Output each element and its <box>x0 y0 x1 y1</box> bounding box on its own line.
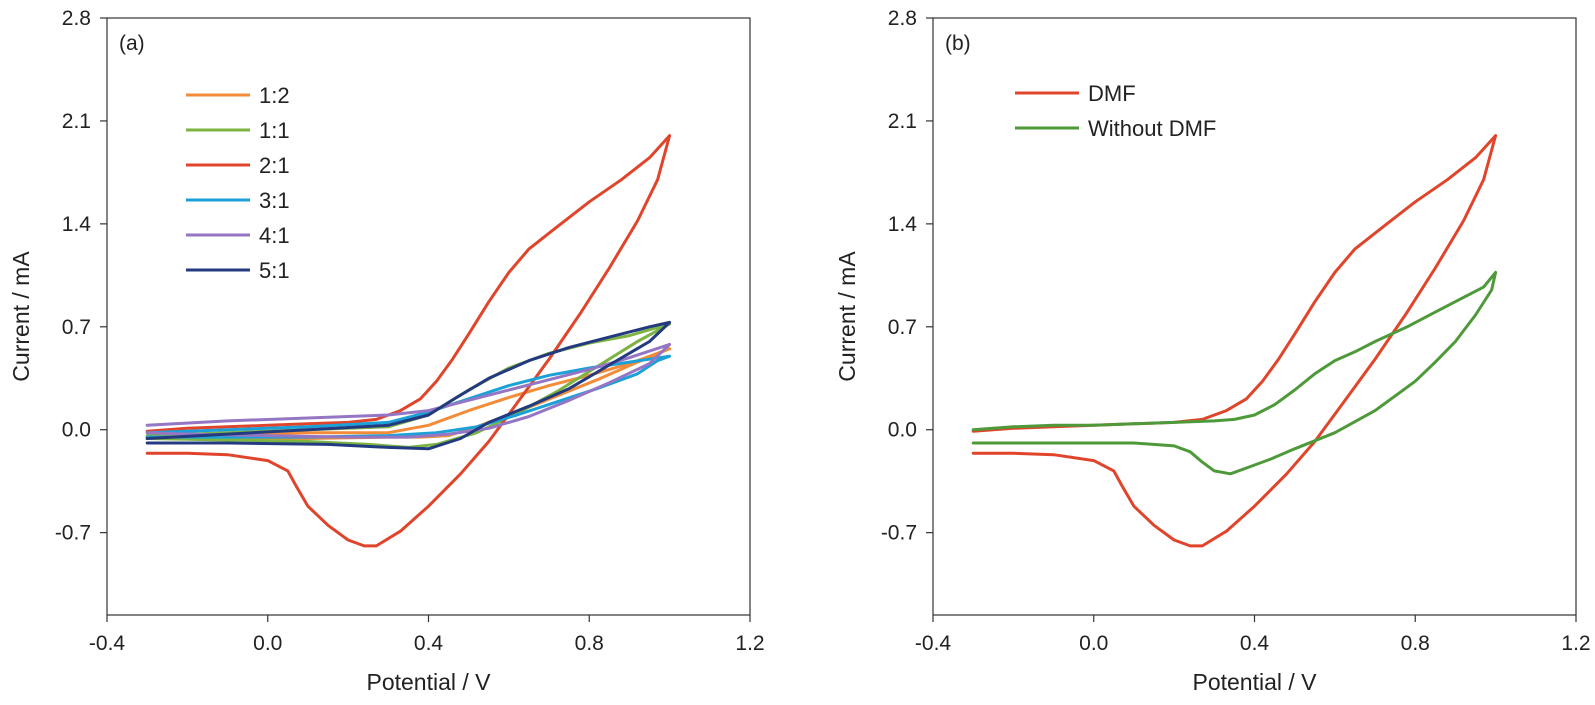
legend: 1:2 1:1 2:1 3:1 4:1 5:1 <box>186 83 290 283</box>
chart-panel-2: -0.4 0.0 0.4 0.8 1.2 -0.7 0.0 0.7 1.4 2.1 2.8 Poten… <box>834 7 1591 695</box>
series-line-4-1 <box>145 342 672 439</box>
x-tick-label: -0.4 <box>89 632 126 655</box>
x-tick-label: 0.8 <box>575 632 604 655</box>
x-tick-label: 0.0 <box>253 632 282 655</box>
legend-label: 1:1 <box>259 118 290 143</box>
y-tick-label: 0.7 <box>62 316 91 339</box>
legend-label: DMF <box>1088 81 1136 106</box>
y-tick-label: 1.4 <box>62 213 92 236</box>
x-tick-label: 0.8 <box>1401 632 1430 655</box>
y-tick-label: -0.7 <box>55 522 91 545</box>
legend-label: 4:1 <box>259 223 290 248</box>
x-tick-label: -0.4 <box>915 632 952 655</box>
series-line-without-dmf <box>971 270 1498 476</box>
y-tick-label: 0.7 <box>888 316 917 339</box>
y-tick-label: 2.1 <box>62 110 91 133</box>
x-tick-label: 1.2 <box>1561 632 1590 655</box>
x-tick-label: 1.2 <box>735 632 764 655</box>
legend-label: 1:2 <box>259 83 290 108</box>
legend-label: 2:1 <box>259 153 290 178</box>
x-tick-label: 0.0 <box>1079 632 1108 655</box>
legend-label: 3:1 <box>259 188 290 213</box>
y-axis-title: Current / mA <box>834 251 860 382</box>
y-axis-title: Current / mA <box>8 251 34 382</box>
legend-label: 5:1 <box>259 258 290 283</box>
y-tick-label: 2.8 <box>888 7 917 30</box>
y-tick-label: 2.1 <box>888 110 917 133</box>
y-tick-label: 2.8 <box>62 7 91 30</box>
y-tick-label: 0.0 <box>888 419 917 442</box>
plot-frame <box>106 17 751 616</box>
legend-label: Without DMF <box>1088 116 1216 141</box>
x-axis-title: Potential / V <box>1192 669 1317 695</box>
series-line-5-1 <box>145 320 672 451</box>
x-tick-label: 0.4 <box>414 632 444 655</box>
x-axis-title: Potential / V <box>366 669 491 695</box>
y-tick-label: 1.4 <box>888 213 918 236</box>
x-tick-label: 0.4 <box>1240 632 1270 655</box>
series-line-dmf <box>971 134 1498 548</box>
y-tick-label: 0.0 <box>62 419 91 442</box>
legend: DMF Without DMF <box>1015 81 1216 141</box>
series-line-3-1 <box>145 354 672 439</box>
series-line-1-2 <box>145 347 672 440</box>
plot-frame <box>932 17 1577 616</box>
panel-label: (a) <box>119 32 145 55</box>
panel-label: (b) <box>945 32 971 55</box>
y-tick-label: -0.7 <box>881 522 917 545</box>
chart-panel-1: -0.4 0.0 0.4 0.8 1.2 -0.7 0.0 0.7 1.4 2.1 2.8 Poten… <box>8 7 765 695</box>
